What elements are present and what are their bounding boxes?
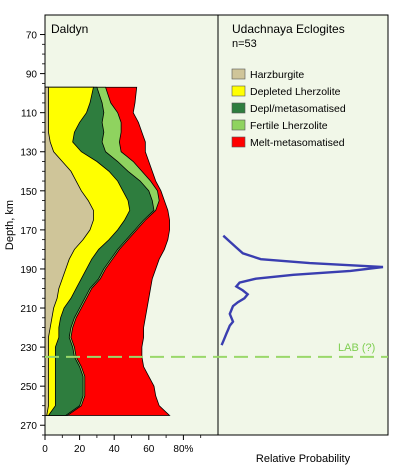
y-tick-label: 130 bbox=[20, 148, 37, 159]
x-tick-label: 20 bbox=[74, 444, 86, 455]
y-tick-label: 150 bbox=[20, 187, 37, 198]
y-tick-label: 270 bbox=[20, 421, 37, 432]
x-tick-label: 60 bbox=[143, 444, 155, 455]
probability-curve bbox=[220, 234, 384, 346]
legend-label: Depl/metasomatised bbox=[250, 103, 346, 115]
legend-swatch bbox=[231, 68, 246, 80]
y-tick-label: 70 bbox=[26, 31, 38, 42]
x-tick-label: 0 bbox=[42, 444, 48, 455]
legend-swatch bbox=[231, 136, 246, 148]
y-axis-ticks: 70 90 110 130 150 170 190 210 230 250 270 bbox=[20, 31, 45, 436]
y-tick-label: 90 bbox=[26, 70, 38, 81]
legend: Harzburgite Depleted Lherzolite Depl/metas… bbox=[231, 68, 346, 149]
y-tick-label: 190 bbox=[20, 265, 37, 276]
legend-label: Harzburgite bbox=[250, 69, 304, 81]
y-axis-label: Depth, km bbox=[4, 200, 16, 250]
legend-swatch bbox=[231, 85, 246, 97]
legend-swatch bbox=[231, 102, 246, 114]
x-axis-ticks: 0 20 40 60 80% bbox=[42, 435, 202, 455]
legend-label: Melt-metasomatised bbox=[250, 137, 345, 149]
y-tick-label: 250 bbox=[20, 382, 37, 393]
y-tick-label: 230 bbox=[20, 343, 37, 354]
area-harzburgite bbox=[44, 86, 94, 416]
daldyn-areas bbox=[44, 86, 171, 416]
daldyn-title: Daldyn bbox=[51, 22, 88, 36]
legend-label: Depleted Lherzolite bbox=[250, 86, 341, 98]
legend-label: Fertile Lherzolite bbox=[250, 120, 328, 132]
udachnaya-title: Udachnaya Eclogites bbox=[232, 22, 345, 36]
y-tick-label: 110 bbox=[21, 109, 37, 120]
x-tick-label: 80% bbox=[173, 444, 193, 455]
udachnaya-n: n=53 bbox=[232, 38, 257, 50]
y-tick-label: 210 bbox=[20, 304, 37, 315]
lab-label: LAB (?) bbox=[338, 342, 375, 354]
y-tick-label: 170 bbox=[20, 226, 37, 237]
x-axis-label-right: Relative Probability bbox=[256, 453, 351, 465]
x-tick-label: 40 bbox=[109, 444, 121, 455]
legend-swatch bbox=[231, 119, 246, 131]
